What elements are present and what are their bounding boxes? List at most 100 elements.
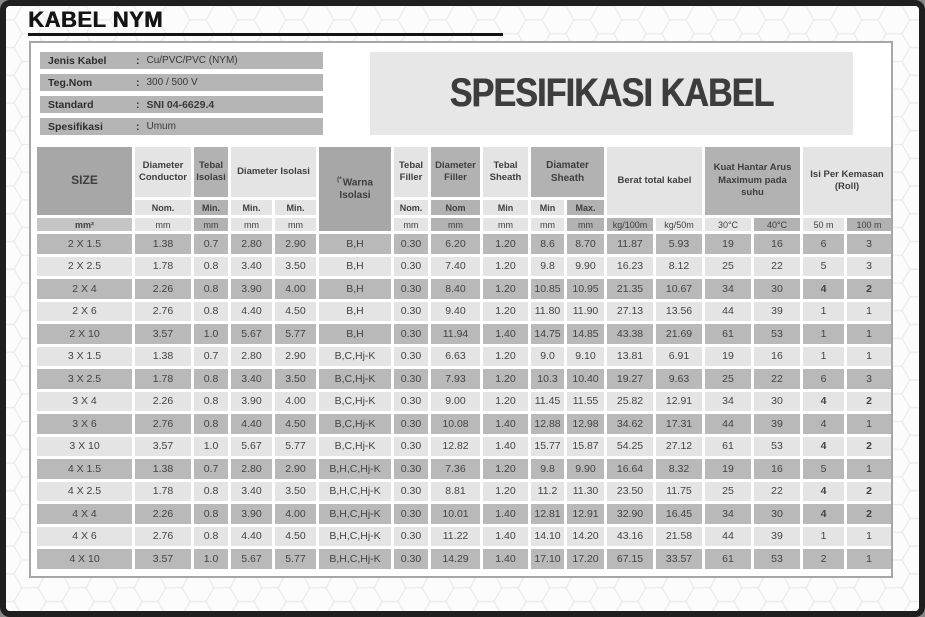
- data-cell: 4.00: [275, 279, 316, 299]
- data-cell: 0.8: [194, 504, 228, 524]
- data-cell: 0.30: [394, 526, 428, 546]
- data-cell: 12.91: [656, 391, 702, 411]
- data-cell: 61: [705, 436, 751, 456]
- data-cell: 3.50: [275, 256, 316, 276]
- data-cell: B,H,C,Hj-K: [319, 504, 391, 524]
- data-cell: 1.40: [483, 504, 528, 524]
- data-cell: 2.76: [135, 526, 191, 546]
- data-cell: 10.85: [531, 279, 564, 299]
- heading-underline: [28, 33, 503, 36]
- unit-30c: 30°C: [705, 218, 751, 231]
- data-cell: 5.67: [231, 549, 272, 569]
- data-cell: 1.40: [483, 414, 528, 434]
- col-header-tebal-isolasi: Tebal Isolasi: [194, 147, 228, 197]
- spec-title: SPESIFIKASI KABEL: [449, 71, 775, 115]
- data-cell: 23.50: [607, 481, 653, 501]
- data-cell: 39: [754, 301, 800, 321]
- data-cell: 4.40: [231, 526, 272, 546]
- data-cell: 10.08: [431, 414, 480, 434]
- data-cell: 1: [803, 526, 844, 546]
- data-cell: 9.10: [567, 346, 604, 366]
- data-cell: 19.27: [607, 369, 653, 389]
- data-cell: 9.90: [567, 459, 604, 479]
- unit-mm: mm: [194, 218, 228, 231]
- data-cell: 0.30: [394, 324, 428, 344]
- col-header-berat-total: Berat total kabel: [607, 147, 702, 215]
- sub-header-min: Min.: [231, 200, 272, 215]
- data-cell: B,H,C,Hj-K: [319, 481, 391, 501]
- data-cell: 1.20: [483, 481, 528, 501]
- data-cell: 8.32: [656, 459, 702, 479]
- data-cell: 25: [705, 369, 751, 389]
- info-value: SNI 04-6629.4: [146, 98, 215, 111]
- data-cell: 4: [803, 391, 844, 411]
- unit-mm2: mm²: [37, 218, 132, 231]
- col-header-diameter-isolasi: Diameter Isolasi: [231, 147, 316, 197]
- info-row-teg-nom: Teg.Nom : 300 / 500 V: [40, 74, 323, 91]
- row-size-cell: 4 X 10: [37, 549, 132, 569]
- info-row-standard: Standard : SNI 04-6629.4: [40, 96, 323, 113]
- data-cell: 10.67: [656, 279, 702, 299]
- data-cell: 0.30: [394, 549, 428, 569]
- content-box: Jenis Kabel : Cu/PVC/PVC (NYM) Teg.Nom :…: [29, 41, 893, 578]
- col-header-tebal-filler: Tebal Filler: [394, 147, 428, 197]
- data-cell: 1.20: [483, 346, 528, 366]
- col-header-isi-per-kemasan: Isi Per Kemasan (Roll): [803, 147, 891, 215]
- unit-50m: 50 m: [803, 218, 844, 231]
- row-size-cell: 2 X 6: [37, 301, 132, 321]
- data-cell: 7.40: [431, 256, 480, 276]
- data-cell: 44: [705, 414, 751, 434]
- data-cell: 43.38: [607, 324, 653, 344]
- data-cell: 17.31: [656, 414, 702, 434]
- data-cell: 2.26: [135, 504, 191, 524]
- data-cell: 61: [705, 324, 751, 344]
- data-cell: 3: [847, 234, 891, 254]
- data-cell: 7.93: [431, 369, 480, 389]
- data-cell: 2: [847, 279, 891, 299]
- data-cell: 10.95: [567, 279, 604, 299]
- info-label: Teg.Nom: [48, 76, 93, 89]
- data-cell: 11.80: [531, 301, 564, 321]
- data-cell: 8.6: [531, 234, 564, 254]
- data-cell: 1: [847, 324, 891, 344]
- data-cell: 2.76: [135, 414, 191, 434]
- data-cell: 10.40: [567, 369, 604, 389]
- data-cell: 1.20: [483, 256, 528, 276]
- data-cell: 2.80: [231, 459, 272, 479]
- data-cell: 30: [754, 504, 800, 524]
- data-cell: 21.35: [607, 279, 653, 299]
- data-cell: 0.30: [394, 481, 428, 501]
- data-cell: 0.30: [394, 279, 428, 299]
- data-cell: 11.94: [431, 324, 480, 344]
- data-cell: 1: [803, 346, 844, 366]
- sub-header-nom: Nom.: [135, 200, 191, 215]
- data-cell: 4: [803, 481, 844, 501]
- data-cell: 3.57: [135, 436, 191, 456]
- data-cell: 54.25: [607, 436, 653, 456]
- data-cell: 4.40: [231, 414, 272, 434]
- data-cell: 14.10: [531, 526, 564, 546]
- data-cell: B,C,Hj-K: [319, 369, 391, 389]
- row-size-cell: 3 X 4: [37, 391, 132, 411]
- data-cell: 0.8: [194, 256, 228, 276]
- info-label: Jenis Kabel: [48, 54, 107, 67]
- data-cell: 11.90: [567, 301, 604, 321]
- data-cell: 16: [754, 346, 800, 366]
- data-cell: B,H,C,Hj-K: [319, 459, 391, 479]
- data-cell: 2: [847, 391, 891, 411]
- data-cell: 2.26: [135, 279, 191, 299]
- data-cell: 16.64: [607, 459, 653, 479]
- data-cell: 1.78: [135, 256, 191, 276]
- unit-mm: mm: [431, 218, 480, 231]
- data-cell: 5: [803, 256, 844, 276]
- data-cell: 34.62: [607, 414, 653, 434]
- data-cell: 4: [803, 436, 844, 456]
- data-cell: 1: [847, 414, 891, 434]
- data-cell: 9.00: [431, 391, 480, 411]
- data-cell: 17.20: [567, 549, 604, 569]
- data-cell: 3.40: [231, 369, 272, 389]
- data-cell: 2.26: [135, 391, 191, 411]
- sub-header-nom: Nom: [431, 200, 480, 215]
- info-label: Spesifikasi: [48, 120, 103, 133]
